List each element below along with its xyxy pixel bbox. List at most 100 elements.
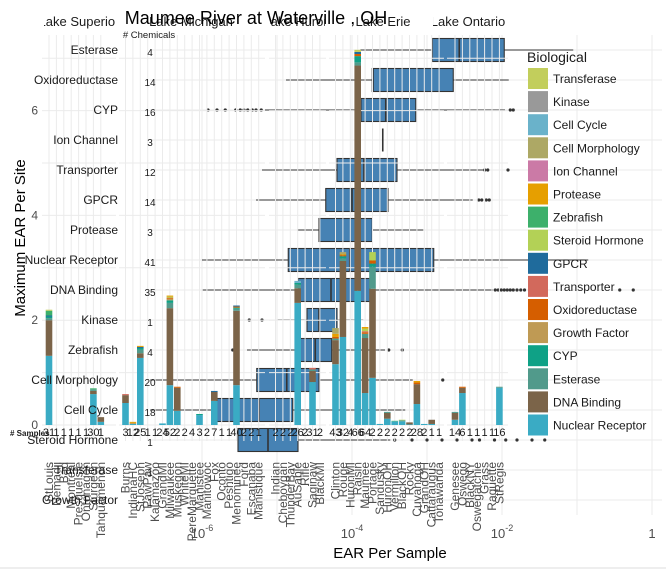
samples-count: 12 (127, 427, 139, 439)
outlier-point (493, 288, 497, 292)
legend-item: Steroid Hormone (528, 229, 644, 251)
samples-count: 30 (87, 427, 99, 439)
category-label: Zebrafish (68, 343, 118, 357)
legend-swatch (528, 229, 548, 251)
bar-segment (369, 252, 376, 261)
bar-segment (137, 349, 144, 354)
samples-count: 1 (83, 427, 89, 439)
x-tick-exponent: -4 (355, 523, 363, 533)
bar-segment (137, 357, 144, 425)
samples-count: 32 (337, 427, 349, 439)
legend-swatch (528, 183, 548, 205)
category-label: Kinase (81, 313, 118, 327)
legend-swatch (528, 322, 548, 344)
bar-segment (233, 305, 240, 307)
samples-count: 2 (369, 427, 375, 439)
outlier-point (441, 378, 445, 382)
category-label: Nuclear Receptor (25, 253, 118, 267)
samples-count: 25 (134, 427, 146, 439)
legend-swatch (528, 414, 548, 436)
category-label: GPCR (83, 193, 118, 207)
site-label: Ontonagon (79, 462, 93, 521)
bar-segment (122, 395, 129, 403)
legend-item: Ion Channel (528, 160, 618, 182)
samples-count: 31 (43, 427, 55, 439)
bar-segment (361, 331, 369, 333)
stacked-bar (137, 345, 144, 425)
facet-strip-label: Lake Superior (39, 14, 121, 29)
chart-title: Maumee River at Waterville , OH (125, 8, 387, 28)
bar-segment (122, 402, 129, 425)
bar-segment (391, 421, 398, 425)
outlier-point (631, 288, 635, 292)
samples-count: 2 (377, 427, 383, 439)
site-label: StJoseph (133, 462, 147, 512)
site-label: BlackNY (463, 462, 477, 508)
bar-segment (406, 422, 413, 425)
site-label: Milwaukee (163, 462, 177, 519)
box (431, 37, 505, 63)
legend-item: Kinase (528, 91, 590, 113)
bar-segment (369, 377, 376, 425)
stacked-bar (406, 422, 413, 425)
site-label: Rocky (403, 462, 417, 495)
site-label: Ford (237, 462, 251, 487)
bar-segment (137, 346, 144, 348)
stacked-bar (384, 411, 391, 425)
site-label: Nemadji (49, 462, 63, 506)
outlier-point (543, 438, 547, 442)
stacked-bar (159, 423, 166, 425)
bar-segment (90, 394, 97, 425)
stacked-bar (361, 327, 369, 425)
site-label: Escanaba (244, 462, 258, 516)
samples-count: 1 (68, 427, 74, 439)
bar-segment (137, 353, 144, 358)
bar-segment (459, 386, 466, 388)
samples-count: 1 (145, 427, 151, 439)
outlier-point (223, 108, 227, 112)
outlier-point (511, 288, 515, 292)
legend-item: CYP (528, 345, 578, 367)
chemical-count: 12 (144, 168, 156, 179)
bar-segment (45, 355, 53, 425)
outlier-point (506, 168, 510, 172)
samples-count: 3 (122, 427, 128, 439)
box (371, 67, 454, 93)
category-label: DNA Binding (50, 283, 118, 297)
bar-segment (451, 419, 459, 425)
bar-segment (233, 308, 240, 311)
outlier-point (519, 288, 523, 292)
facet-strip-label: Lake Erie (356, 14, 411, 29)
y-tick-label: 2 (31, 313, 38, 327)
bar-segment (174, 386, 181, 388)
x-tick-exponent: -6 (205, 523, 213, 533)
x-tick-label: 10-2 (491, 523, 513, 541)
legend-label: GPCR (553, 257, 588, 271)
x-tick-base: 10 (341, 526, 355, 541)
stacked-bar (174, 386, 181, 425)
bar-segment (428, 419, 435, 424)
stacked-bar (428, 419, 435, 425)
bar-segment (339, 258, 347, 261)
bar-segment (174, 387, 181, 411)
samples-count: 2 (384, 427, 390, 439)
samples-count: 40 (230, 427, 242, 439)
legend-label: Steroid Hormone (553, 234, 644, 248)
legend-label: Protease (553, 188, 601, 202)
samples-count: 2 (272, 427, 278, 439)
site-label: Fox (207, 462, 221, 482)
stacked-bar (166, 295, 174, 425)
category-label: CYP (93, 103, 118, 117)
y-tick-label: 6 (31, 104, 38, 118)
bar-segment (45, 315, 53, 317)
bar-segment (413, 384, 421, 405)
samples-count: 6 (459, 427, 465, 439)
bar-segment (428, 423, 435, 425)
chemical-count: 14 (144, 78, 156, 89)
site-label: PawPaw (141, 462, 155, 509)
bar-segment (294, 288, 301, 303)
legend-label: Transporter (553, 280, 615, 294)
bar-segment (361, 333, 369, 339)
bar-segment (398, 419, 406, 421)
stacked-bar (129, 421, 137, 425)
